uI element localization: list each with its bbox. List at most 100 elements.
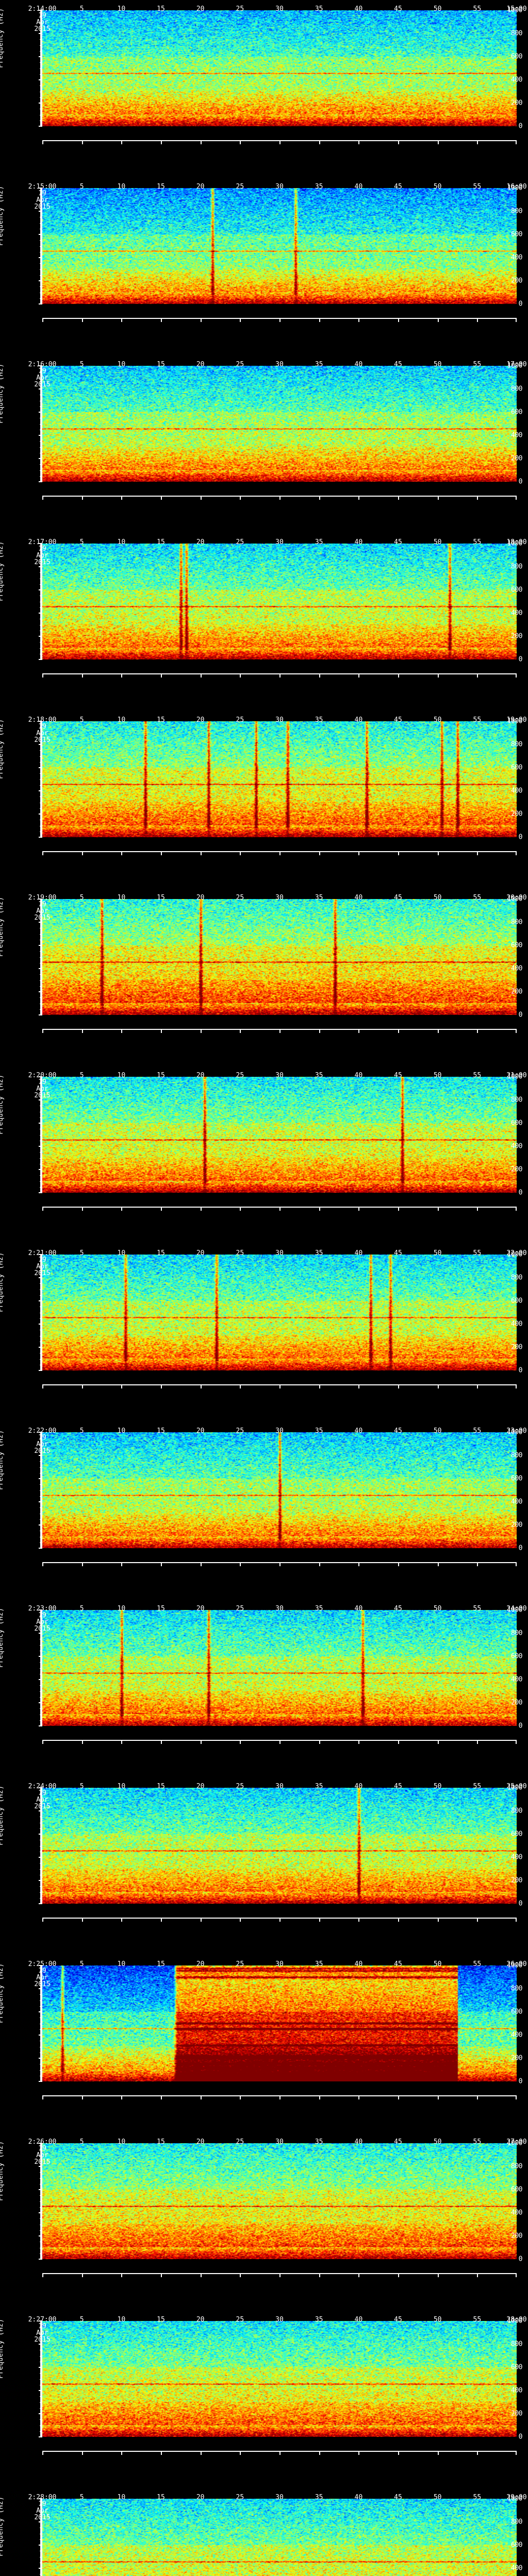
y-tick-major: [39, 1123, 42, 1124]
y-tick-minor: [40, 1283, 42, 1284]
y-tick-label: 400: [511, 787, 522, 795]
x-tick: [437, 673, 439, 677]
x-tick-label: 55: [473, 1249, 482, 1257]
y-tick-label: 1000: [507, 895, 523, 903]
x-tick: [161, 140, 162, 144]
y-tick-label: 0: [518, 833, 523, 841]
x-tick-label: 40: [354, 1783, 363, 1790]
x-tick: [398, 673, 399, 677]
x-tick: [319, 1384, 320, 1388]
x-tick: [42, 2451, 43, 2455]
y-axis-title: Frequency (Hz): [0, 2141, 5, 2201]
y-tick-minor: [40, 607, 42, 608]
x-axis-start-time-label: 2:18:00 19 Apr 2015: [28, 716, 57, 744]
y-axis-line: [39, 2498, 42, 2576]
x-axis-end-time-label: 21:00: [506, 1072, 527, 1079]
y-tick-minor: [40, 1691, 42, 1692]
spectrogram-panel-2-20-00: Frequency (Hz) 0 200 400 600 800 1000 2:20:00 1…: [0, 1066, 528, 1244]
y-tick-minor: [40, 1187, 42, 1188]
y-axis-line: [39, 899, 42, 1015]
x-tick-label: 10: [117, 5, 126, 13]
x-tick: [121, 1562, 123, 1566]
x-tick-label: 45: [394, 2138, 402, 2146]
y-tick-label: 1000: [507, 1073, 523, 1081]
y-tick-major: [39, 659, 42, 660]
y-tick-minor: [40, 1828, 42, 1829]
y-tick-label: 600: [511, 2541, 522, 2549]
x-tick-label: 45: [394, 1783, 402, 1790]
x-tick: [358, 1207, 360, 1211]
x-tick: [121, 1384, 123, 1388]
x-tick: [516, 1740, 517, 1744]
x-tick-label: 50: [433, 2138, 442, 2146]
y-tick-major: [39, 1169, 42, 1170]
y-tick-label: 800: [511, 1985, 522, 1993]
y-axis-line: [39, 1965, 42, 2082]
y-tick-minor: [40, 2218, 42, 2219]
x-tick-label: 20: [196, 1960, 205, 1968]
x-tick: [240, 673, 241, 677]
y-tick-major: [39, 1277, 42, 1278]
y-tick-minor: [40, 45, 42, 46]
x-tick-label: 30: [275, 1783, 284, 1790]
y-tick-minor: [40, 549, 42, 550]
y-tick-minor: [40, 2155, 42, 2156]
x-tick-label: 5: [79, 2138, 84, 2146]
x-tick: [121, 2095, 123, 2099]
y-tick-major: [39, 435, 42, 436]
y-axis-title: Frequency (Hz): [0, 719, 5, 779]
y-tick-major: [39, 922, 42, 923]
x-tick-label: 25: [236, 1783, 244, 1790]
y-tick-major: [39, 1725, 42, 1726]
y-tick-major: [39, 613, 42, 614]
x-tick-label: 50: [433, 1072, 442, 1079]
x-tick: [279, 318, 280, 322]
x-tick-label: 25: [236, 2494, 244, 2501]
y-tick-label: 800: [511, 29, 522, 38]
y-tick-label: 0: [518, 1011, 523, 1019]
y-tick-minor: [40, 1977, 42, 1978]
y-axis-line: [39, 10, 42, 127]
x-tick: [200, 496, 202, 500]
x-tick-label: 5: [79, 1427, 84, 1435]
y-tick-major: [39, 589, 42, 590]
y-tick-minor: [40, 1272, 42, 1273]
x-tick: [81, 851, 83, 855]
x-tick: [161, 1562, 162, 1566]
spectrogram-panel-2-25-00: Frequency (Hz) 0 200 400 600 800 1000 2:25:00 1…: [0, 1955, 528, 2133]
x-tick: [477, 1740, 478, 1744]
x-tick: [437, 1740, 439, 1744]
x-axis-end-time-label: 23:00: [506, 1427, 527, 1435]
y-tick-label: 800: [511, 918, 522, 926]
x-tick: [477, 1918, 478, 1922]
y-tick-major: [39, 2081, 42, 2082]
x-tick-label: 50: [433, 183, 442, 191]
x-tick-label: 15: [157, 2494, 165, 2501]
y-axis-line: [39, 1076, 42, 1193]
x-tick-label: 35: [315, 894, 323, 902]
x-tick: [477, 673, 478, 677]
y-tick-major: [39, 899, 42, 900]
x-tick: [319, 2095, 320, 2099]
x-tick-label: 45: [394, 1427, 402, 1435]
y-tick-label: 200: [511, 454, 522, 463]
y-tick-label: 600: [511, 408, 522, 416]
y-tick-minor: [40, 1982, 42, 1984]
x-tick-label: 30: [275, 183, 284, 191]
y-tick-minor: [40, 974, 42, 975]
x-tick: [240, 2095, 241, 2099]
x-tick: [121, 851, 123, 855]
x-tick-label: 25: [236, 1960, 244, 1968]
x-tick-label: 25: [236, 1427, 244, 1435]
spectrogram-panel-2-28-00: Frequency (Hz) 020040060080010002:28:001…: [0, 2488, 528, 2576]
y-tick-minor: [40, 39, 42, 40]
y-tick-label: 400: [511, 2209, 522, 2217]
y-tick-minor: [40, 476, 42, 477]
y-tick-minor: [40, 22, 42, 23]
y-tick-minor: [40, 298, 42, 299]
x-tick: [319, 1207, 320, 1211]
spectrogram-plot: [42, 899, 517, 1015]
x-tick: [81, 1207, 83, 1211]
x-tick-label: 45: [394, 183, 402, 191]
x-tick-label: 30: [275, 1249, 284, 1257]
